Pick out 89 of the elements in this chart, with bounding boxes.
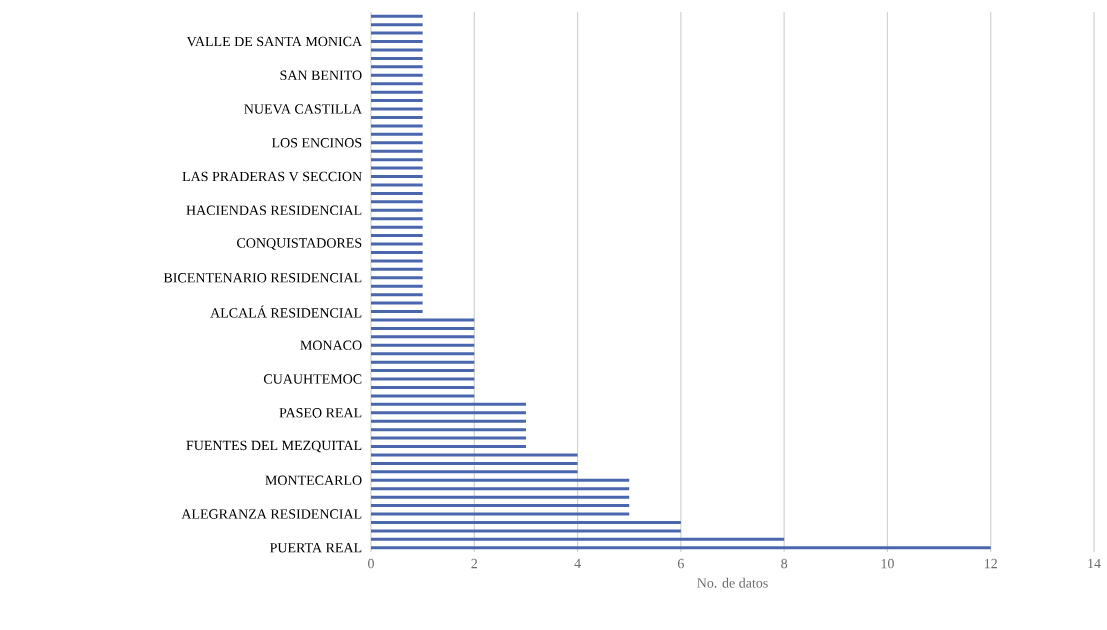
- bar: [371, 259, 423, 263]
- y-tick-label: SAN BENITO: [280, 70, 362, 80]
- bar: [371, 82, 423, 86]
- y-tick-label: BICENTENARIO RESIDENCIAL: [163, 273, 362, 283]
- x-axis-title: No. de datos: [697, 577, 768, 588]
- y-tick-label: ALEGRANZA RESIDENCIAL: [181, 509, 362, 519]
- bar: [371, 183, 423, 187]
- bar: [371, 402, 526, 406]
- bar: [371, 284, 423, 288]
- bar: [371, 394, 475, 398]
- bar: [371, 208, 423, 212]
- bar: [371, 436, 526, 440]
- x-tick-label: 4: [574, 558, 581, 569]
- bar: [371, 217, 423, 221]
- bar: [371, 31, 423, 35]
- bar: [371, 14, 423, 18]
- y-tick-label: VALLE DE SANTA MONICA: [186, 36, 363, 47]
- bar: [371, 487, 630, 491]
- bar: [371, 495, 630, 499]
- bar: [371, 377, 475, 381]
- bar: [371, 428, 526, 432]
- bar: [371, 520, 681, 524]
- y-tick-label: FUENTES DEL MEZQUITAL: [186, 440, 362, 453]
- bar: [371, 175, 423, 179]
- x-tick-label: 0: [368, 558, 374, 569]
- bar: [371, 242, 423, 246]
- bar: [371, 470, 578, 474]
- bar: [371, 318, 475, 322]
- bar: [371, 99, 423, 103]
- bar: [371, 90, 423, 94]
- bar: [371, 149, 423, 153]
- bar: [371, 529, 681, 533]
- bar: [371, 301, 423, 305]
- bar: [371, 512, 630, 516]
- bar: [371, 461, 578, 465]
- bar: [371, 225, 423, 229]
- bar: [371, 276, 423, 280]
- y-tick-label: MONTECARLO: [265, 475, 362, 485]
- bar: [371, 40, 423, 44]
- y-tick-label: CONQUISTADORES: [237, 238, 362, 250]
- bar: [371, 234, 423, 238]
- bar: [371, 411, 526, 415]
- x-tick-label: 6: [677, 558, 684, 569]
- bar: [371, 310, 423, 314]
- x-tick-label: 10: [881, 558, 894, 569]
- bar: [371, 335, 475, 339]
- bar: [371, 141, 423, 145]
- y-tick-label: NUEVA CASTILLA: [244, 104, 363, 114]
- bar: [371, 48, 423, 52]
- bar: [371, 546, 991, 550]
- bar: [371, 445, 526, 449]
- bar: [371, 115, 423, 119]
- bar: [371, 73, 423, 77]
- bar: [371, 250, 423, 254]
- bar: [371, 56, 423, 60]
- bar: [371, 478, 630, 482]
- bar: [371, 107, 423, 111]
- x-tick-label: 12: [984, 558, 997, 569]
- bar: [371, 537, 785, 541]
- bar: [371, 124, 423, 128]
- bar: [371, 267, 423, 271]
- bar: [371, 453, 578, 457]
- y-tick-label: MONACO: [300, 340, 362, 350]
- bar: [371, 166, 423, 170]
- y-tick-label: CUAUHTEMOC: [263, 374, 362, 384]
- bar: [371, 385, 475, 389]
- bar: [371, 504, 630, 508]
- y-tick-label: PASEO REAL: [279, 408, 362, 418]
- x-tick-label: 2: [471, 558, 478, 569]
- bar: [371, 132, 423, 136]
- y-tick-label: PUERTA REAL: [270, 543, 362, 553]
- bar: [371, 65, 423, 69]
- bar: [371, 23, 423, 27]
- bar: [371, 293, 423, 297]
- bar: [371, 326, 475, 330]
- bar: [371, 360, 475, 364]
- bar: [371, 369, 475, 373]
- y-tick-label: LAS PRADERAS V SECCION: [182, 171, 362, 182]
- bar: [371, 158, 423, 162]
- bar: [371, 191, 423, 195]
- y-tick-label: LOS ENCINOS: [271, 138, 362, 148]
- y-tick-label: ALCALÁ RESIDENCIAL: [210, 305, 362, 318]
- x-tick-label: 14: [1088, 558, 1101, 569]
- bar: [371, 200, 423, 204]
- bar: [371, 352, 475, 356]
- y-tick-label: HACIENDAS RESIDENCIAL: [186, 205, 362, 215]
- bar: [371, 343, 475, 347]
- bar: [371, 419, 526, 423]
- x-tick-label: 8: [781, 558, 788, 569]
